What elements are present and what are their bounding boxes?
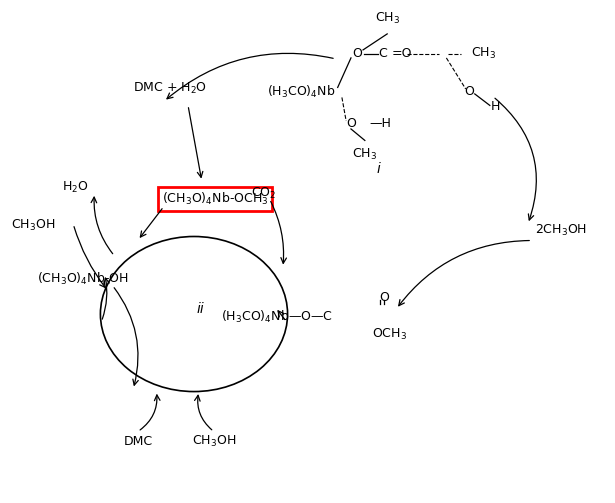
Text: DMC: DMC — [123, 435, 153, 448]
Text: O: O — [346, 117, 356, 130]
Text: ii: ii — [196, 302, 204, 316]
Text: (CH$_3$O)$_4$Nb-OH: (CH$_3$O)$_4$Nb-OH — [37, 271, 129, 287]
Text: CH$_3$: CH$_3$ — [352, 146, 378, 161]
Text: (H$_3$CO)$_4$Nb—O—C: (H$_3$CO)$_4$Nb—O—C — [221, 308, 333, 324]
Text: CH$_3$OH: CH$_3$OH — [192, 434, 236, 449]
Text: —H: —H — [369, 117, 391, 130]
Text: (CH$_3$O)$_4$Nb-OCH$_3$: (CH$_3$O)$_4$Nb-OCH$_3$ — [162, 191, 269, 207]
Text: CH$_3$: CH$_3$ — [375, 11, 400, 26]
Text: O: O — [352, 47, 362, 60]
Text: OCH$_3$: OCH$_3$ — [372, 326, 407, 342]
Text: CO$_2$: CO$_2$ — [252, 186, 277, 201]
Text: CH$_3$: CH$_3$ — [470, 46, 496, 61]
Text: DMC + H$_2$O: DMC + H$_2$O — [133, 81, 207, 97]
Text: 2CH$_3$OH: 2CH$_3$OH — [535, 223, 587, 238]
Text: H: H — [491, 100, 501, 113]
Text: O: O — [464, 85, 474, 98]
Text: C: C — [378, 47, 387, 60]
Text: (H$_3$CO)$_4$Nb: (H$_3$CO)$_4$Nb — [268, 85, 336, 101]
Text: =O: =O — [391, 47, 412, 60]
Text: i: i — [376, 162, 380, 176]
Text: CH$_3$OH: CH$_3$OH — [11, 217, 55, 232]
Text: H$_2$O: H$_2$O — [62, 180, 89, 195]
Text: O: O — [379, 291, 389, 304]
